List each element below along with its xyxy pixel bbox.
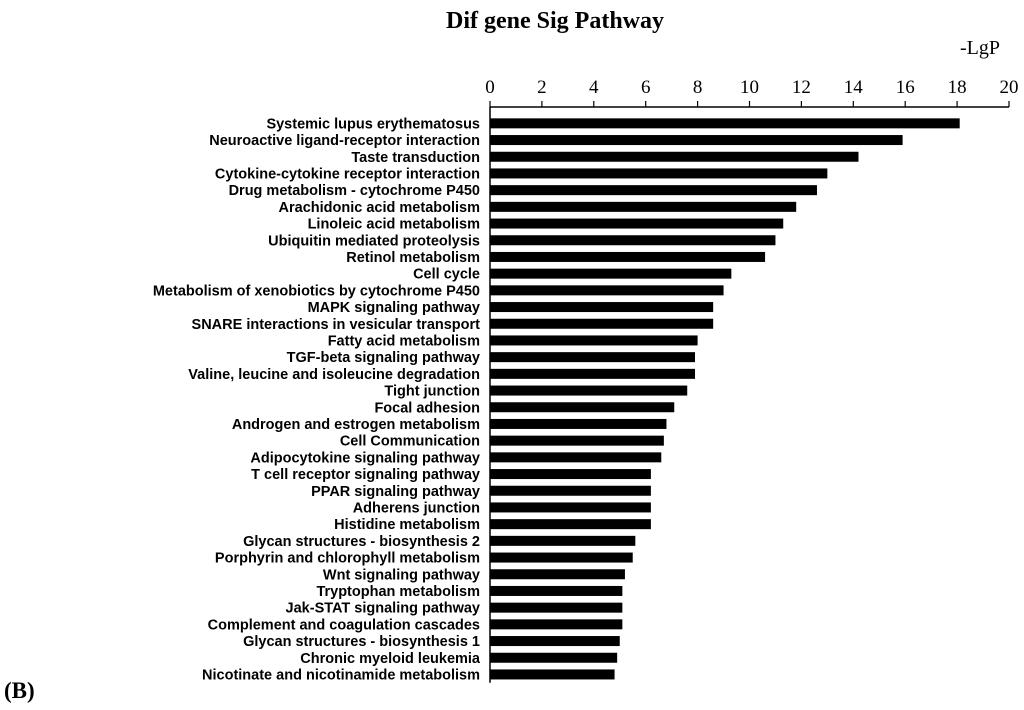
x-tick-label: 14 [844, 77, 864, 98]
category-label: Complement and coagulation cascades [208, 617, 480, 633]
bar [490, 585, 623, 596]
chart-title: Dif gene Sig Pathway [446, 8, 664, 34]
category-label: Cell Communication [340, 434, 480, 450]
category-label: Cytokine-cytokine receptor interaction [215, 166, 480, 182]
bar [490, 218, 784, 229]
category-label: TGF-beta signaling pathway [287, 350, 480, 366]
x-tick-label: 20 [1000, 77, 1019, 98]
x-tick-label: 18 [948, 77, 967, 98]
bar [490, 418, 667, 429]
category-label: MAPK signaling pathway [308, 300, 480, 316]
x-tick-label: 6 [641, 77, 651, 98]
bar [490, 151, 859, 162]
bar [490, 185, 817, 196]
category-label: Arachidonic acid metabolism [279, 200, 480, 216]
bar [490, 285, 724, 296]
category-label: PPAR signaling pathway [311, 484, 480, 500]
category-label: Retinol metabolism [346, 250, 480, 266]
bar [490, 502, 651, 513]
category-label: Fatty acid metabolism [328, 333, 480, 349]
category-label: Adipocytokine signaling pathway [250, 450, 480, 466]
panel-label: (B) [4, 678, 35, 703]
bar [490, 519, 651, 530]
category-label: T cell receptor signaling pathway [251, 467, 480, 483]
category-label: Nicotinate and nicotinamide metabolism [202, 667, 480, 683]
category-label: Taste transduction [351, 150, 480, 166]
category-label: Tight junction [384, 384, 480, 400]
category-label: Drug metabolism - cytochrome P450 [229, 183, 480, 199]
bar [490, 268, 732, 279]
bar [490, 552, 633, 563]
bar [490, 318, 714, 329]
bar [490, 168, 828, 179]
category-label: Linoleic acid metabolism [308, 217, 480, 233]
category-label: Tryptophan metabolism [316, 584, 480, 600]
category-label: Androgen and estrogen metabolism [232, 417, 480, 433]
category-labels: Systemic lupus erythematosusNeuroactive … [153, 116, 481, 683]
bar [490, 602, 623, 613]
bar [490, 368, 696, 379]
bar [490, 402, 675, 413]
x-tick-label: 4 [589, 77, 599, 98]
bar [490, 535, 636, 546]
category-label: Systemic lupus erythematosus [266, 116, 480, 132]
category-label: Glycan structures - biosynthesis 1 [243, 634, 480, 650]
category-label: Jak-STAT signaling pathway [286, 601, 480, 617]
category-label: Porphyrin and chlorophyll metabolism [215, 551, 480, 567]
bar [490, 352, 696, 363]
category-label: Glycan structures - biosynthesis 2 [243, 534, 480, 550]
x-tick-label: 8 [693, 77, 703, 98]
bar [490, 669, 615, 680]
bar [490, 452, 662, 463]
x-tick-label: 12 [792, 77, 811, 98]
bar [490, 335, 698, 346]
category-label: Focal adhesion [374, 400, 480, 416]
category-label: SNARE interactions in vesicular transpor… [192, 317, 481, 333]
category-label: Wnt signaling pathway [323, 567, 480, 583]
bar [490, 485, 651, 496]
bar [490, 652, 618, 663]
category-label: Cell cycle [413, 267, 480, 283]
bar [490, 235, 776, 246]
category-label: Neuroactive ligand-receptor interaction [209, 133, 480, 149]
category-label: Ubiquitin mediated proteolysis [268, 233, 480, 249]
bar [490, 302, 714, 313]
category-label: Metabolism of xenobiotics by cytochrome … [153, 283, 480, 299]
bar [490, 251, 766, 262]
bar [490, 135, 903, 146]
bars-group [490, 118, 960, 680]
x-tick-label: 0 [485, 77, 495, 98]
bar [490, 636, 620, 647]
x-tick-label: 2 [537, 77, 547, 98]
bar [490, 385, 688, 396]
x-tick-label: 16 [896, 77, 915, 98]
bar [490, 469, 651, 480]
x-axis: 0 2 4 6 8 10 12 14 16 18 20 [485, 77, 1019, 683]
category-label: Adherens junction [353, 500, 480, 516]
bar [490, 118, 960, 129]
bar [490, 569, 625, 580]
category-label: Histidine metabolism [334, 517, 480, 533]
category-label: Valine, leucine and isoleucine degradati… [188, 367, 480, 383]
category-label: Chronic myeloid leukemia [300, 651, 481, 667]
bar [490, 435, 664, 446]
bar [490, 201, 797, 212]
x-tick-label: 10 [740, 77, 759, 98]
x-axis-label: -LgP [960, 37, 1000, 59]
bar [490, 619, 623, 630]
